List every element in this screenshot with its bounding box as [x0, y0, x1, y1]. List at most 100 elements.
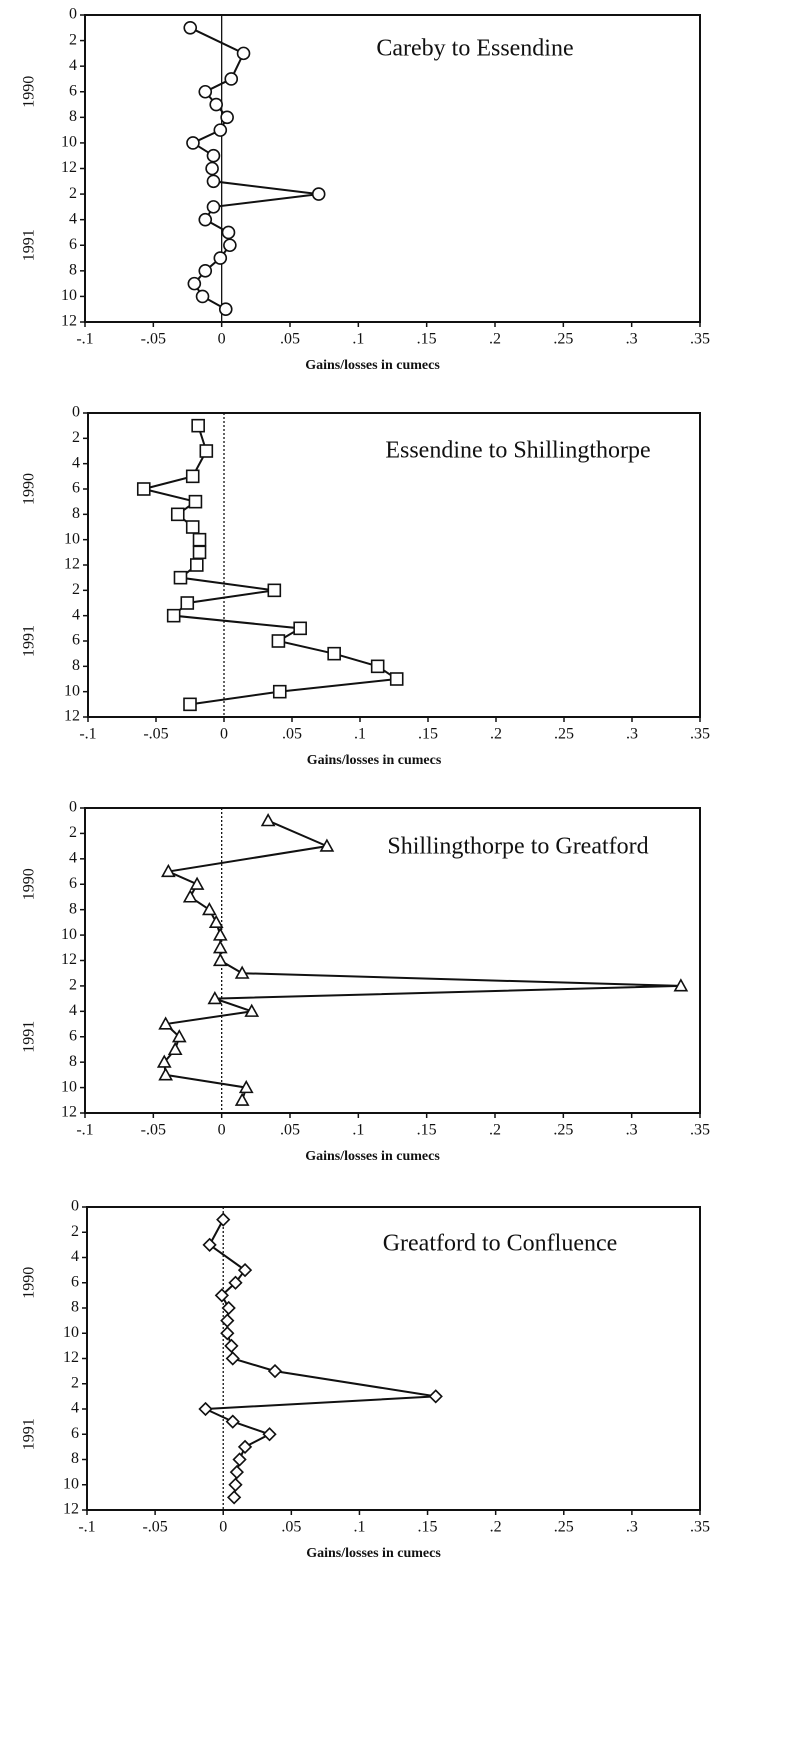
marker — [237, 1439, 253, 1455]
marker — [198, 212, 213, 227]
marker — [198, 264, 213, 278]
year-label: 1990 — [21, 868, 38, 900]
marker — [238, 1079, 254, 1094]
marker — [271, 634, 286, 648]
x-axis-label: Gains/losses in cumecs — [306, 1546, 441, 1561]
marker — [262, 1427, 277, 1442]
y-tick-label: 8 — [69, 900, 77, 917]
marker — [167, 1041, 183, 1056]
x-axis-label: Gains/losses in cumecs — [305, 358, 440, 373]
year-label: 1991 — [21, 1021, 38, 1053]
y-tick-label: 2 — [69, 31, 77, 48]
y-tick-label: 10 — [64, 530, 80, 547]
marker — [198, 84, 213, 99]
marker — [218, 302, 233, 317]
y-tick-label: 2 — [72, 581, 80, 598]
marker — [199, 444, 214, 458]
x-tick-label: -.05 — [141, 331, 166, 348]
y-tick-label: 8 — [69, 262, 77, 279]
y-tick-label: 8 — [69, 1053, 77, 1070]
x-tick-label: .1 — [354, 726, 366, 743]
x-tick-label: .25 — [553, 331, 573, 348]
marker — [673, 978, 689, 992]
marker — [237, 1262, 253, 1278]
y-tick-label: 12 — [61, 1104, 77, 1121]
marker — [195, 289, 210, 304]
marker — [311, 187, 326, 201]
marker — [370, 659, 385, 674]
y-tick-label: 4 — [69, 57, 77, 74]
x-tick-label: .1 — [353, 1519, 365, 1536]
marker — [221, 225, 236, 240]
marker — [214, 1288, 229, 1303]
y-tick-label: 8 — [72, 505, 80, 522]
x-tick-label: .15 — [417, 1122, 437, 1139]
x-tick-label: .2 — [490, 1519, 502, 1536]
y-tick-label: 12 — [61, 951, 77, 968]
y-tick-label: 12 — [63, 1501, 79, 1518]
marker — [224, 72, 239, 86]
marker — [158, 1067, 173, 1081]
marker — [232, 1452, 247, 1467]
x-tick-label: .2 — [489, 331, 501, 348]
y-tick-label: 8 — [72, 657, 80, 674]
series-line — [143, 425, 400, 706]
x-tick-label: -.1 — [76, 1122, 93, 1139]
marker — [156, 1054, 172, 1068]
y-tick-label: 6 — [71, 1425, 79, 1442]
year-label: 1990 — [21, 473, 38, 505]
marker — [189, 876, 205, 890]
y-tick-label: 12 — [61, 313, 77, 330]
marker — [171, 1029, 187, 1043]
x-axis-label: Gains/losses in cumecs — [307, 753, 442, 768]
x-axis-label: Gains/losses in cumecs — [305, 1149, 440, 1164]
y-tick-label: 4 — [72, 454, 80, 471]
year-label: 1991 — [21, 229, 38, 261]
x-tick-label: .05 — [280, 331, 300, 348]
y-tick-label: 6 — [69, 236, 77, 253]
chart-panel: -.1 -.05 0 .05 .1 .15 .2 .25 .3 .35 0 2 4 6 8 10 12 2 4 6 8 1… — [21, 6, 710, 374]
y-tick-label: 4 — [71, 1248, 79, 1265]
chart-title: Essendine to Shillingthorpe — [385, 438, 650, 464]
x-tick-label: 0 — [219, 1519, 227, 1536]
marker — [198, 1401, 213, 1417]
marker — [225, 1414, 240, 1429]
marker — [428, 1389, 443, 1404]
marker — [170, 507, 185, 522]
marker — [192, 532, 207, 547]
y-tick-label: 4 — [69, 1002, 77, 1019]
x-tick-label: .25 — [554, 726, 574, 743]
y-tick-label: 8 — [71, 1299, 79, 1316]
marker — [224, 1338, 239, 1354]
marker — [260, 813, 276, 827]
x-tick-label: -.1 — [76, 331, 93, 348]
series-line — [163, 819, 681, 1101]
marker — [186, 136, 200, 150]
x-tick-label: .05 — [280, 1122, 300, 1139]
marker — [293, 621, 307, 636]
x-tick-label: .05 — [281, 1519, 301, 1536]
marker — [183, 20, 198, 35]
x-tick-label: 0 — [220, 726, 228, 743]
x-tick-label: .2 — [489, 1122, 501, 1139]
year-label: 1990 — [21, 76, 38, 108]
x-tick-label: .25 — [553, 1122, 573, 1139]
y-tick-label: 10 — [61, 1078, 77, 1095]
y-tick-label: 4 — [69, 210, 77, 227]
marker — [192, 545, 207, 560]
marker — [267, 583, 282, 598]
marker — [319, 838, 335, 852]
marker — [180, 596, 195, 610]
x-tick-label: .35 — [690, 331, 710, 348]
x-tick-label: -.05 — [143, 726, 168, 743]
marker — [234, 965, 250, 979]
x-tick-label: 0 — [218, 331, 226, 348]
marker — [213, 123, 228, 137]
y-tick-label: 2 — [69, 185, 77, 202]
marker — [212, 952, 228, 967]
y-tick-label: 2 — [71, 1223, 79, 1240]
x-tick-label: .3 — [626, 331, 638, 348]
y-tick-label: 10 — [64, 682, 80, 699]
y-tick-label: 10 — [61, 134, 77, 151]
